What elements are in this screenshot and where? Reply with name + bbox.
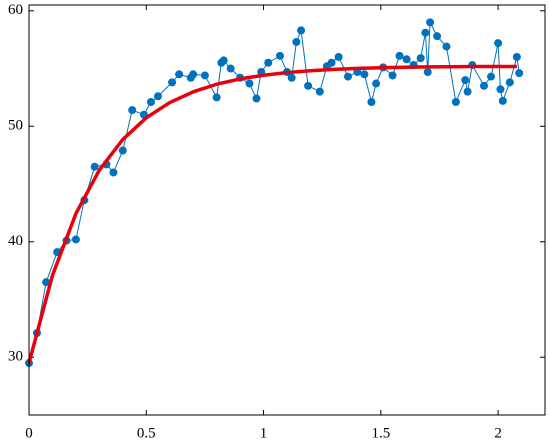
x-tick-label: 0 [25, 425, 33, 441]
data-point [487, 72, 496, 81]
data-point [327, 58, 336, 67]
data-point [168, 78, 177, 87]
data-point [480, 81, 489, 90]
data-point [402, 55, 411, 64]
data-point [496, 85, 505, 94]
data-point [297, 26, 306, 35]
data-point [505, 78, 514, 87]
y-tick-label: 50 [8, 118, 23, 134]
data-point [367, 98, 376, 107]
data-point [360, 70, 369, 79]
data-point [118, 146, 127, 155]
data-point [146, 98, 155, 107]
data-point [423, 67, 432, 76]
data-point [442, 42, 451, 51]
data-point [189, 70, 198, 79]
data-point [154, 92, 162, 101]
data-point [426, 18, 435, 27]
data-point [512, 52, 521, 61]
data-point [219, 56, 228, 65]
fit-curve [27, 64, 517, 364]
data-point [264, 58, 273, 67]
data-point [109, 168, 118, 177]
data-point [372, 79, 381, 88]
data-point [433, 32, 442, 41]
data-point [463, 87, 472, 96]
data-point [494, 39, 503, 48]
data-point [461, 76, 470, 85]
data-point [42, 278, 51, 287]
data-point [395, 51, 404, 60]
data-point [128, 106, 137, 115]
data-point [292, 37, 301, 46]
x-tick-label: 2 [494, 425, 502, 441]
data-point [71, 235, 80, 244]
y-tick-label: 30 [8, 349, 23, 365]
data-point [90, 162, 99, 171]
x-tick-label: 1.5 [371, 425, 390, 441]
data-point [245, 79, 254, 88]
data-point [334, 52, 343, 61]
data-point [421, 28, 430, 37]
data-point [304, 81, 313, 90]
data-point [275, 51, 284, 60]
data-point [315, 87, 324, 96]
data-point [451, 98, 460, 107]
data-point [226, 64, 235, 73]
data-point [287, 73, 296, 82]
x-tick-label: 1 [260, 425, 268, 441]
plot-frame [28, 4, 546, 416]
data-point [388, 71, 397, 80]
data-point [498, 96, 507, 105]
x-tick-label: 0.5 [137, 425, 156, 441]
data-point [212, 93, 221, 102]
data-point [343, 72, 352, 81]
data-point [252, 94, 261, 103]
data-point [416, 54, 425, 63]
data-point [175, 70, 184, 79]
data-point [200, 71, 209, 80]
y-tick-label: 60 [8, 2, 23, 18]
y-tick-label: 40 [8, 233, 23, 249]
data-point [515, 69, 524, 78]
